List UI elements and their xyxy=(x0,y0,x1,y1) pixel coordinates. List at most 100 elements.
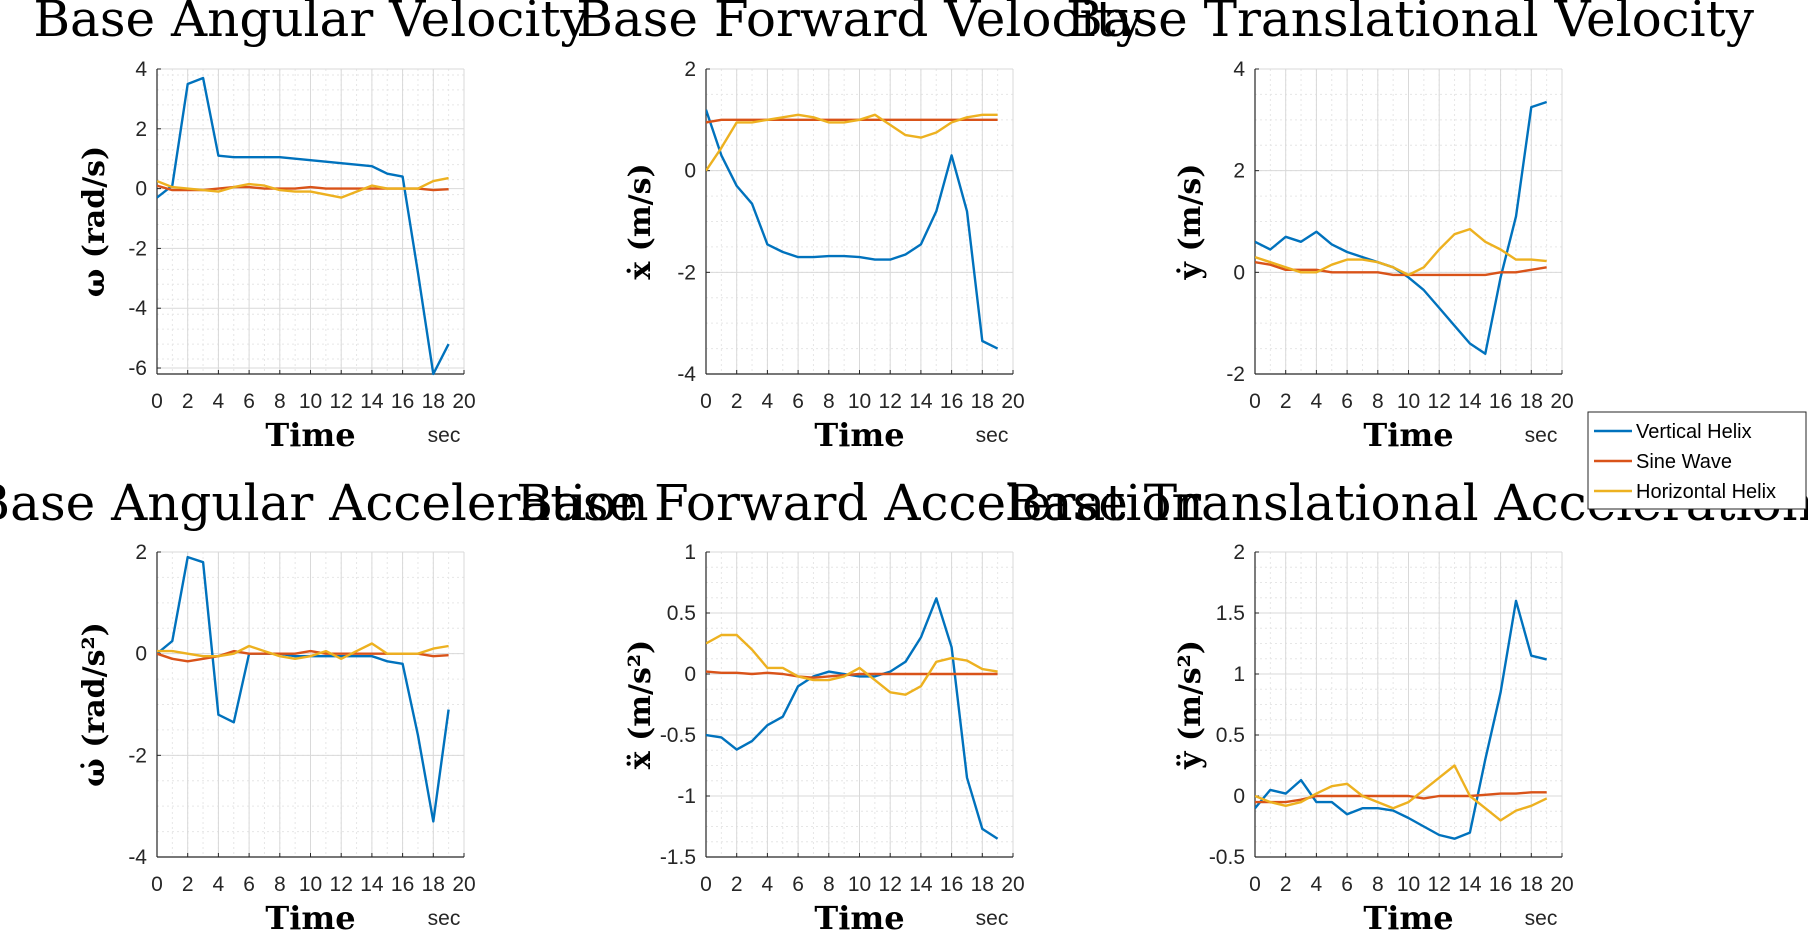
legend-entry: Sine Wave xyxy=(1636,451,1732,473)
x-tick-label: 20 xyxy=(452,390,475,413)
x-tick-label: 2 xyxy=(1280,390,1292,413)
x-tick-label: 16 xyxy=(1489,873,1512,896)
x-tick-label: 8 xyxy=(1372,873,1384,896)
x-tick-label: 18 xyxy=(1520,873,1543,896)
y-tick-label: 0 xyxy=(684,663,696,686)
x-tick-label: 2 xyxy=(182,390,194,413)
y-tick-label: 0.5 xyxy=(1216,724,1245,747)
chart-title: Base Angular Acceleration xyxy=(0,474,649,532)
y-tick-label: 2 xyxy=(1233,160,1245,183)
y-tick-label: -0.5 xyxy=(1209,846,1245,869)
x-axis-label: Time xyxy=(265,899,355,931)
x-tick-label: 6 xyxy=(1341,390,1353,413)
x-tick-label: 18 xyxy=(971,873,994,896)
x-axis-label: Time xyxy=(1363,899,1453,931)
x-tick-label: 18 xyxy=(422,390,445,413)
series-line-horizontal-helix xyxy=(706,633,998,696)
x-tick-label: 6 xyxy=(792,873,804,896)
x-tick-label: 4 xyxy=(1311,390,1323,413)
x-tick-label: 10 xyxy=(848,390,871,413)
y-axis-label: ÿ (m/s²) xyxy=(1173,640,1208,770)
series-line-vertical-helix xyxy=(706,597,999,840)
x-tick-label: 14 xyxy=(1458,390,1482,413)
x-tick-label: 14 xyxy=(1458,873,1482,896)
x-axis-unit: sec xyxy=(1525,424,1558,447)
x-tick-label: 4 xyxy=(213,390,225,413)
x-tick-label: 12 xyxy=(879,873,902,896)
y-tick-label: 0 xyxy=(1233,785,1245,808)
series-line-vertical-helix xyxy=(1255,100,1548,355)
legend: Vertical Helix Sine Wave Horizontal Helix xyxy=(1587,411,1807,510)
y-axis-label: ẋ (m/s) xyxy=(623,163,658,279)
x-tick-label: 10 xyxy=(299,873,322,896)
x-tick-label: 18 xyxy=(971,390,994,413)
x-tick-label: 0 xyxy=(151,873,163,896)
series-line-horizontal-helix xyxy=(1255,227,1547,277)
x-axis-label: Time xyxy=(1363,416,1453,454)
x-tick-label: 18 xyxy=(1520,390,1543,413)
y-tick-label: 0 xyxy=(135,178,147,201)
y-tick-label: -1.5 xyxy=(660,846,696,869)
x-axis-unit: sec xyxy=(976,424,1009,447)
x-tick-label: 12 xyxy=(1428,390,1451,413)
y-tick-label: -4 xyxy=(128,297,147,320)
x-tick-label: 12 xyxy=(1428,873,1451,896)
y-tick-label: 0 xyxy=(135,643,147,666)
y-tick-label: 2 xyxy=(135,541,147,564)
x-tick-label: 8 xyxy=(823,873,835,896)
x-tick-label: 0 xyxy=(700,873,712,896)
x-tick-label: 10 xyxy=(848,873,871,896)
y-tick-label: 4 xyxy=(1233,58,1245,81)
chart-title: Base Translational Velocity xyxy=(1066,0,1755,48)
x-axis-label: Time xyxy=(814,416,904,454)
y-axis-label: ω (rad/s) xyxy=(77,146,112,297)
series-line-vertical-helix xyxy=(706,109,999,350)
series-line-sine-wave xyxy=(1255,261,1547,277)
x-tick-label: 20 xyxy=(452,873,475,896)
y-tick-label: -2 xyxy=(128,744,147,767)
x-tick-label: 14 xyxy=(360,390,384,413)
x-tick-label: 8 xyxy=(274,390,286,413)
series-line-horizontal-helix xyxy=(1255,764,1548,822)
x-tick-label: 16 xyxy=(1489,390,1512,413)
x-axis-label: Time xyxy=(814,899,904,931)
x-tick-label: 10 xyxy=(299,390,322,413)
x-tick-label: 6 xyxy=(243,873,255,896)
x-tick-label: 2 xyxy=(731,390,743,413)
y-tick-label: 1.5 xyxy=(1216,602,1245,625)
x-tick-label: 4 xyxy=(1311,873,1323,896)
x-tick-label: 4 xyxy=(213,873,225,896)
x-tick-label: 0 xyxy=(1249,873,1261,896)
x-tick-label: 12 xyxy=(879,390,902,413)
x-tick-label: 20 xyxy=(1550,390,1573,413)
x-tick-label: 16 xyxy=(391,873,414,896)
y-tick-label: 0.5 xyxy=(667,602,696,625)
y-tick-label: 0 xyxy=(1233,261,1245,284)
x-tick-label: 6 xyxy=(792,390,804,413)
x-axis-unit: sec xyxy=(428,424,461,447)
series-line-vertical-helix xyxy=(1255,599,1547,840)
x-tick-label: 16 xyxy=(940,390,963,413)
x-tick-label: 2 xyxy=(731,873,743,896)
x-tick-label: 2 xyxy=(182,873,194,896)
series-line-horizontal-helix xyxy=(706,113,998,172)
y-tick-label: 4 xyxy=(135,58,147,81)
series-line-vertical-helix xyxy=(157,76,450,376)
x-tick-label: 20 xyxy=(1550,873,1573,896)
chart-title: Base Angular Velocity xyxy=(33,0,589,48)
x-axis-unit: sec xyxy=(428,907,461,930)
x-tick-label: 14 xyxy=(909,390,933,413)
y-tick-label: 0 xyxy=(684,160,696,183)
series-line-sine-wave xyxy=(706,118,998,124)
y-axis-label: ẍ (m/s²) xyxy=(623,640,658,769)
series-line-horizontal-helix xyxy=(157,642,449,660)
y-tick-label: -6 xyxy=(128,357,147,380)
series-line-sine-wave xyxy=(706,670,998,679)
x-tick-label: 6 xyxy=(243,390,255,413)
